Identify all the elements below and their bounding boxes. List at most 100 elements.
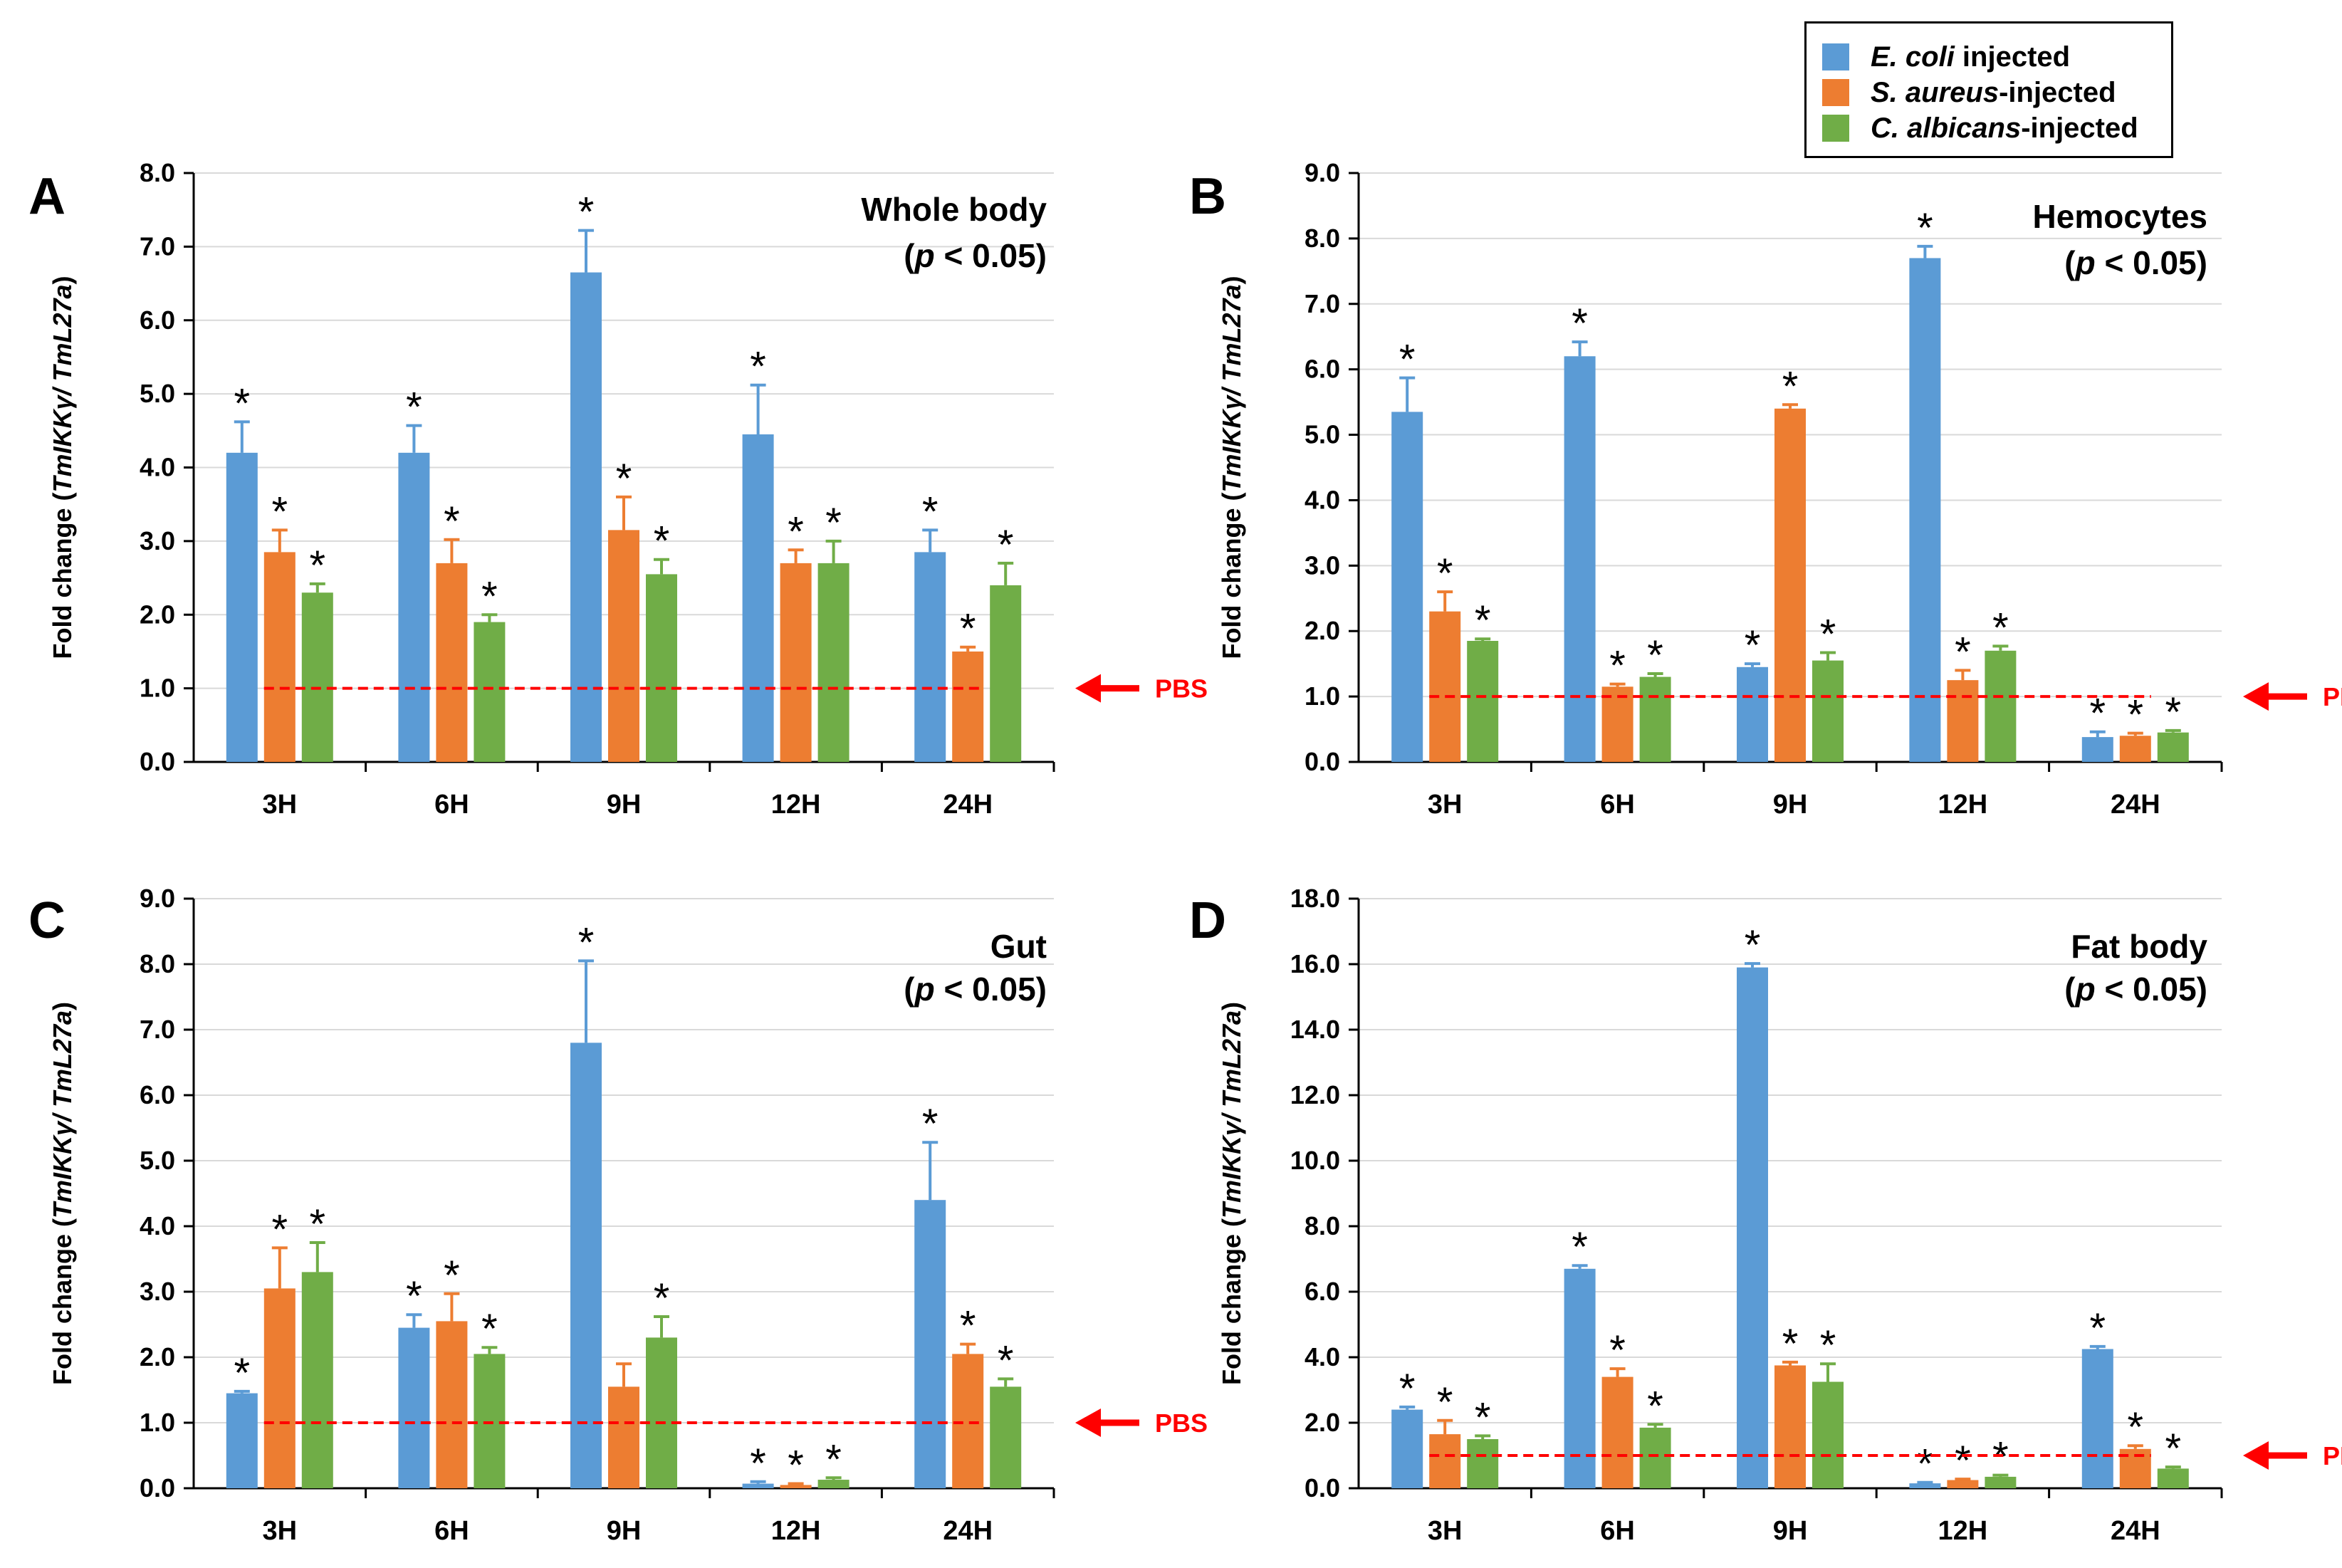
significance-marker: * [998, 522, 1014, 568]
significance-marker: * [1437, 1379, 1453, 1426]
pbs-label: PBS [1155, 674, 1208, 704]
bar [1564, 356, 1596, 762]
bar [226, 1393, 258, 1488]
significance-marker: * [310, 543, 326, 589]
legend-label: S. aureus-injected [1871, 76, 2116, 108]
bar [780, 563, 812, 762]
bar [2081, 737, 2113, 762]
significance-marker: * [960, 1303, 976, 1349]
significance-marker: * [2165, 689, 2182, 736]
bar [817, 1480, 850, 1488]
significance-marker: * [750, 344, 766, 390]
significance-marker: * [1955, 629, 1971, 675]
y-tick-label: 9.0 [140, 884, 175, 913]
significance-marker: * [1992, 605, 2009, 651]
significance-marker: * [1782, 363, 1799, 409]
bar [474, 622, 506, 762]
x-tick-label: 9H [1773, 790, 1808, 820]
significance-marker: * [2090, 691, 2106, 737]
y-tick-label: 3.0 [140, 1277, 175, 1306]
y-tick-label: 6.0 [1305, 355, 1340, 384]
bar [1812, 1381, 1844, 1488]
significance-marker: * [922, 1101, 939, 1147]
chart-title: Gut [990, 928, 1047, 965]
chart-title: Hemocytes [2033, 198, 2207, 235]
y-tick-label: 1.0 [140, 674, 175, 703]
bar [1639, 1427, 1671, 1488]
significance-marker: * [654, 1275, 670, 1322]
y-tick-label: 2.0 [1305, 1408, 1340, 1437]
x-tick-label: 24H [2111, 790, 2160, 820]
bar [1391, 1409, 1423, 1488]
panel-label: C [28, 892, 66, 949]
significance-marker: * [1917, 1441, 1933, 1488]
y-tick-label: 4.0 [1305, 1342, 1340, 1371]
panel-label: D [1189, 892, 1226, 949]
x-tick-label: 3H [1428, 790, 1463, 820]
significance-marker: * [825, 1436, 842, 1483]
significance-marker: * [578, 189, 595, 236]
chart-subtitle: (p < 0.05) [2064, 244, 2207, 281]
x-tick-label: 12H [771, 1516, 821, 1546]
bar [226, 452, 258, 762]
pbs-arrow-icon [1075, 674, 1101, 703]
significance-marker: * [444, 1253, 460, 1299]
bar [608, 530, 639, 762]
y-tick-label: 5.0 [140, 379, 175, 408]
significance-marker: * [1917, 205, 1933, 251]
bar [1737, 667, 1768, 762]
legend-item-e-coli: E. coli injected [1822, 39, 2070, 75]
bar [1429, 611, 1461, 762]
legend-item-c-albicans: C. albicans-injected [1822, 110, 2138, 146]
chart-subtitle: (p < 0.05) [904, 971, 1047, 1008]
significance-marker: * [272, 488, 288, 535]
significance-marker: * [444, 498, 460, 545]
y-tick-label: 7.0 [140, 231, 175, 261]
significance-marker: * [1572, 300, 1588, 347]
y-tick-label: 7.0 [140, 1015, 175, 1044]
y-axis-label: Fold change (TmIKKγ/ TmL27a) [48, 276, 77, 659]
y-tick-label: 8.0 [1305, 224, 1340, 253]
significance-marker: * [234, 1350, 251, 1396]
y-tick-label: 6.0 [140, 305, 175, 335]
pbs-arrow-icon [2243, 682, 2269, 711]
bar [2157, 732, 2189, 762]
x-tick-label: 6H [1600, 790, 1635, 820]
significance-marker: * [1647, 632, 1663, 679]
y-tick-label: 16.0 [1290, 949, 1340, 978]
bar [646, 1337, 677, 1488]
significance-marker: * [1820, 1322, 1836, 1369]
bar [436, 1321, 468, 1488]
bar [608, 1386, 639, 1488]
bar [301, 592, 333, 762]
y-tick-label: 10.0 [1290, 1146, 1340, 1175]
bar [817, 563, 850, 762]
x-tick-label: 12H [1938, 1516, 1988, 1546]
y-axis-label: Fold change (TmIKKγ/ TmL27a) [48, 1002, 77, 1385]
significance-marker: * [310, 1201, 326, 1248]
y-tick-label: 5.0 [1305, 420, 1340, 449]
significance-marker: * [788, 508, 804, 555]
legend: E. coli injected S. aureus-injected C. a… [1804, 21, 2173, 158]
bar [780, 1485, 812, 1488]
legend-item-s-aureus: S. aureus-injected [1822, 75, 2116, 110]
y-tick-label: 2.0 [140, 600, 175, 629]
x-tick-label: 24H [2111, 1516, 2160, 1546]
bar [742, 434, 774, 762]
bar [742, 1483, 774, 1488]
significance-marker: * [750, 1441, 766, 1487]
bar [263, 552, 296, 762]
significance-marker: * [272, 1206, 288, 1253]
y-tick-label: 6.0 [140, 1080, 175, 1109]
x-tick-label: 3H [263, 790, 298, 820]
y-tick-label: 0.0 [1305, 747, 1340, 776]
y-tick-label: 0.0 [140, 1473, 175, 1502]
bar [1774, 1365, 1806, 1488]
x-tick-label: 24H [943, 1516, 993, 1546]
panel-label: B [1189, 168, 1226, 225]
bar [1467, 1439, 1499, 1488]
x-tick-label: 12H [1938, 790, 1988, 820]
significance-marker: * [1609, 1327, 1626, 1374]
y-tick-label: 1.0 [140, 1408, 175, 1437]
bar [301, 1272, 333, 1488]
